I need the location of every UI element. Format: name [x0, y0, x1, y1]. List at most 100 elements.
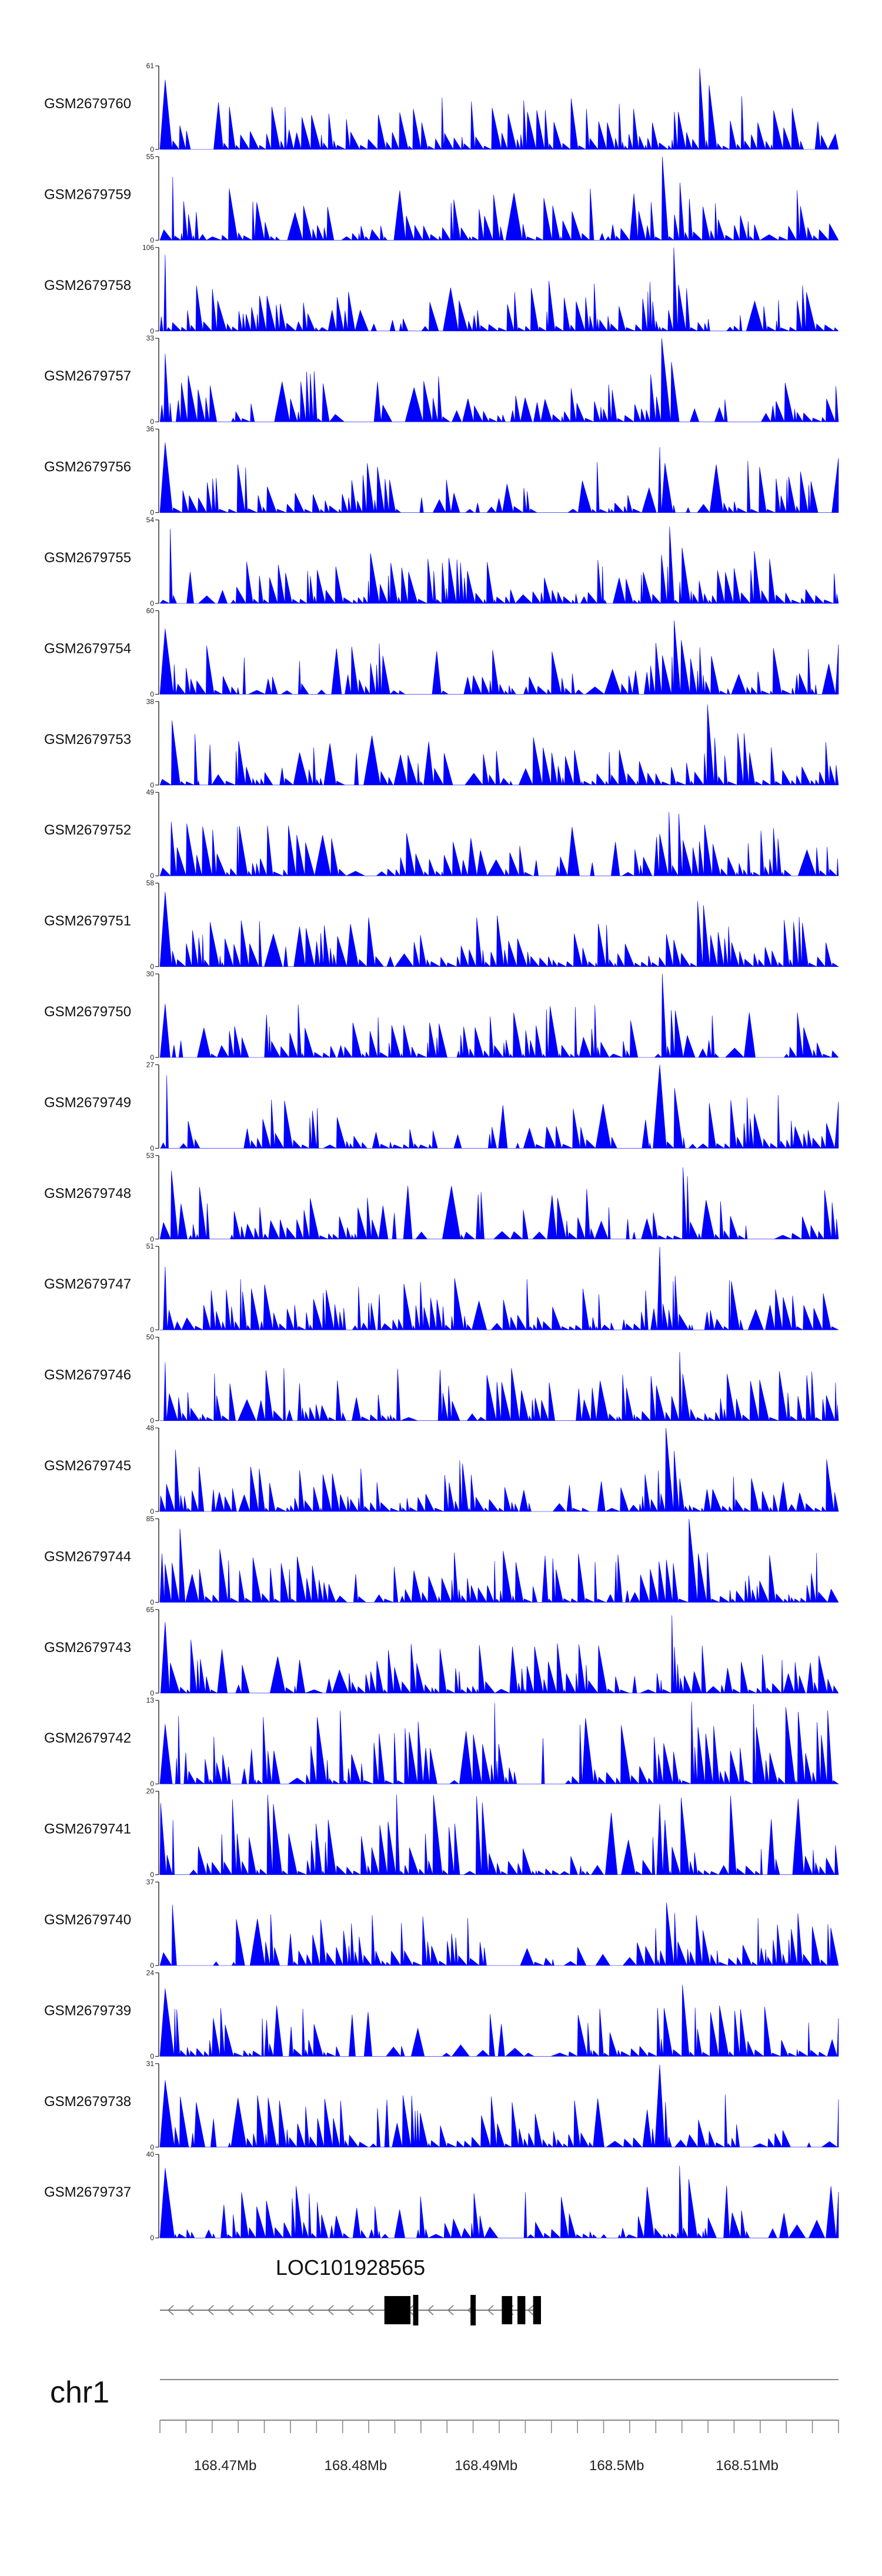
- coverage-area: [159, 1902, 839, 1967]
- coverage-area: [160, 1352, 839, 1422]
- coverage-track: GSM2679741 20 0: [44, 1787, 839, 1879]
- y-axis-max-label: 106: [142, 243, 154, 252]
- coverage-track: GSM2679748 53 0: [44, 1152, 839, 1243]
- track-sample-label: GSM2679744: [44, 1549, 131, 1564]
- y-axis-min-label: 0: [150, 872, 154, 880]
- coverage-track: GSM2679738 31 0: [44, 2060, 839, 2151]
- coverage-area: [159, 338, 839, 423]
- track-sample-label: GSM2679758: [44, 278, 131, 293]
- coverage-area: [160, 1615, 839, 1694]
- coverage-track: GSM2679744 85 0: [44, 1514, 839, 1606]
- strand-arrow-icon: [227, 2305, 234, 2315]
- y-axis-min-label: 0: [150, 1689, 154, 1697]
- y-axis-max-label: 51: [146, 1242, 155, 1250]
- track-sample-label: GSM2679757: [44, 368, 131, 384]
- gene-annotation-track: LOC101928565: [160, 2255, 542, 2325]
- y-axis-min-label: 0: [150, 2052, 154, 2060]
- y-axis-max-label: 31: [146, 2060, 155, 2068]
- coverage-area: [159, 1427, 839, 1513]
- coverage-area: [159, 1519, 839, 1603]
- y-axis-max-label: 50: [146, 1333, 155, 1342]
- gene-exon: [384, 2296, 411, 2324]
- coverage-track: GSM2679759 55 0: [44, 152, 839, 244]
- track-sample-label: GSM2679743: [44, 1640, 131, 1656]
- y-axis-min-label: 0: [150, 1235, 154, 1243]
- coverage-area: [160, 973, 839, 1059]
- coverage-track: GSM2679747 51 0: [44, 1242, 839, 1334]
- y-axis-min-label: 0: [150, 781, 154, 789]
- coverage-track: GSM2679750 30 0: [44, 970, 839, 1062]
- track-sample-label: GSM2679749: [44, 1095, 131, 1110]
- chromosome-axis: chr1 168.47Mb 168.48Mb 168.49Mb 168.5Mb 168.…: [50, 2375, 839, 2474]
- gene-name-label: LOC101928565: [276, 2255, 425, 2280]
- track-sample-label: GSM2679759: [44, 186, 131, 202]
- y-axis-max-label: 38: [146, 698, 155, 706]
- genome-axis-tick-label: 168.51Mb: [716, 2458, 779, 2474]
- gene-exon: [533, 2296, 542, 2324]
- coverage-track: GSM2679753 38 0: [44, 698, 839, 789]
- y-axis-min-label: 0: [150, 1961, 154, 1970]
- track-sample-label: GSM2679753: [44, 732, 131, 748]
- coverage-tracks: GSM2679760610GSM2679759550GSM26797581060…: [44, 62, 840, 2242]
- strand-arrow-icon: [527, 2305, 534, 2315]
- coverage-track: GSM2679760 61 0: [44, 62, 839, 154]
- strand-arrow-icon: [447, 2305, 454, 2315]
- genome-axis-tick-label: 168.48Mb: [325, 2458, 387, 2474]
- strand-arrow-icon: [307, 2305, 314, 2315]
- coverage-track: GSM2679755 54 0: [44, 516, 839, 608]
- y-axis-min-label: 0: [150, 1053, 154, 1062]
- coverage-track: GSM2679745 48 0: [44, 1424, 839, 1516]
- coverage-track: GSM2679752 49 0: [44, 788, 839, 880]
- coverage-area: [159, 620, 839, 695]
- strand-arrow-icon: [207, 2305, 214, 2315]
- y-axis-min-label: 0: [150, 236, 154, 244]
- y-axis-max-label: 65: [146, 1606, 155, 1614]
- track-sample-label: GSM2679746: [44, 1367, 131, 1383]
- strand-arrow-icon: [347, 2305, 354, 2315]
- track-sample-label: GSM2679755: [44, 550, 131, 566]
- coverage-area: [159, 1167, 839, 1240]
- coverage-track: GSM2679758 106 0: [44, 243, 839, 335]
- y-axis-max-label: 40: [146, 2150, 155, 2158]
- coverage-track: GSM2679756 36 0: [44, 425, 839, 517]
- y-axis-max-label: 20: [146, 1787, 155, 1796]
- track-sample-label: GSM2679751: [44, 913, 131, 929]
- y-axis-max-label: 85: [146, 1514, 155, 1523]
- y-axis-min-label: 0: [150, 509, 154, 517]
- coverage-area: [159, 1701, 840, 1785]
- y-axis-max-label: 58: [146, 879, 155, 887]
- y-axis-max-label: 49: [146, 788, 155, 796]
- chromosome-label: chr1: [50, 2375, 109, 2410]
- gene-exon: [470, 2295, 476, 2325]
- y-axis-min-label: 0: [150, 2143, 154, 2151]
- y-axis-min-label: 0: [150, 145, 154, 154]
- strand-arrow-icon: [267, 2305, 274, 2315]
- genome-axis-tick-label: 168.47Mb: [194, 2458, 257, 2474]
- y-axis-min-label: 0: [150, 2234, 154, 2242]
- gene-exon: [502, 2296, 513, 2324]
- y-axis-min-label: 0: [150, 1326, 154, 1334]
- track-sample-label: GSM2679740: [44, 1912, 131, 1928]
- y-axis-min-label: 0: [150, 1871, 154, 1879]
- strand-arrow-icon: [247, 2305, 254, 2315]
- strand-arrow-icon: [167, 2305, 174, 2315]
- coverage-area: [159, 1984, 839, 2057]
- gene-exon: [517, 2296, 526, 2324]
- track-sample-label: GSM2679741: [44, 1821, 131, 1837]
- coverage-area: [159, 812, 839, 877]
- coverage-area: [159, 704, 839, 786]
- coverage-track: GSM2679742 13 0: [44, 1696, 840, 1788]
- y-axis-max-label: 60: [146, 606, 155, 615]
- y-axis-max-label: 24: [146, 1968, 155, 1977]
- y-axis-max-label: 37: [146, 1878, 155, 1886]
- y-axis-min-label: 0: [150, 1144, 154, 1152]
- coverage-track: GSM2679739 24 0: [44, 1968, 839, 2060]
- coverage-area: [159, 526, 839, 605]
- y-axis-max-label: 54: [146, 516, 155, 524]
- coverage-area: [159, 2064, 839, 2148]
- coverage-area: [160, 1065, 839, 1149]
- coverage-area: [160, 1247, 839, 1331]
- coverage-area: [159, 1794, 839, 1876]
- strand-arrow-icon: [367, 2305, 374, 2315]
